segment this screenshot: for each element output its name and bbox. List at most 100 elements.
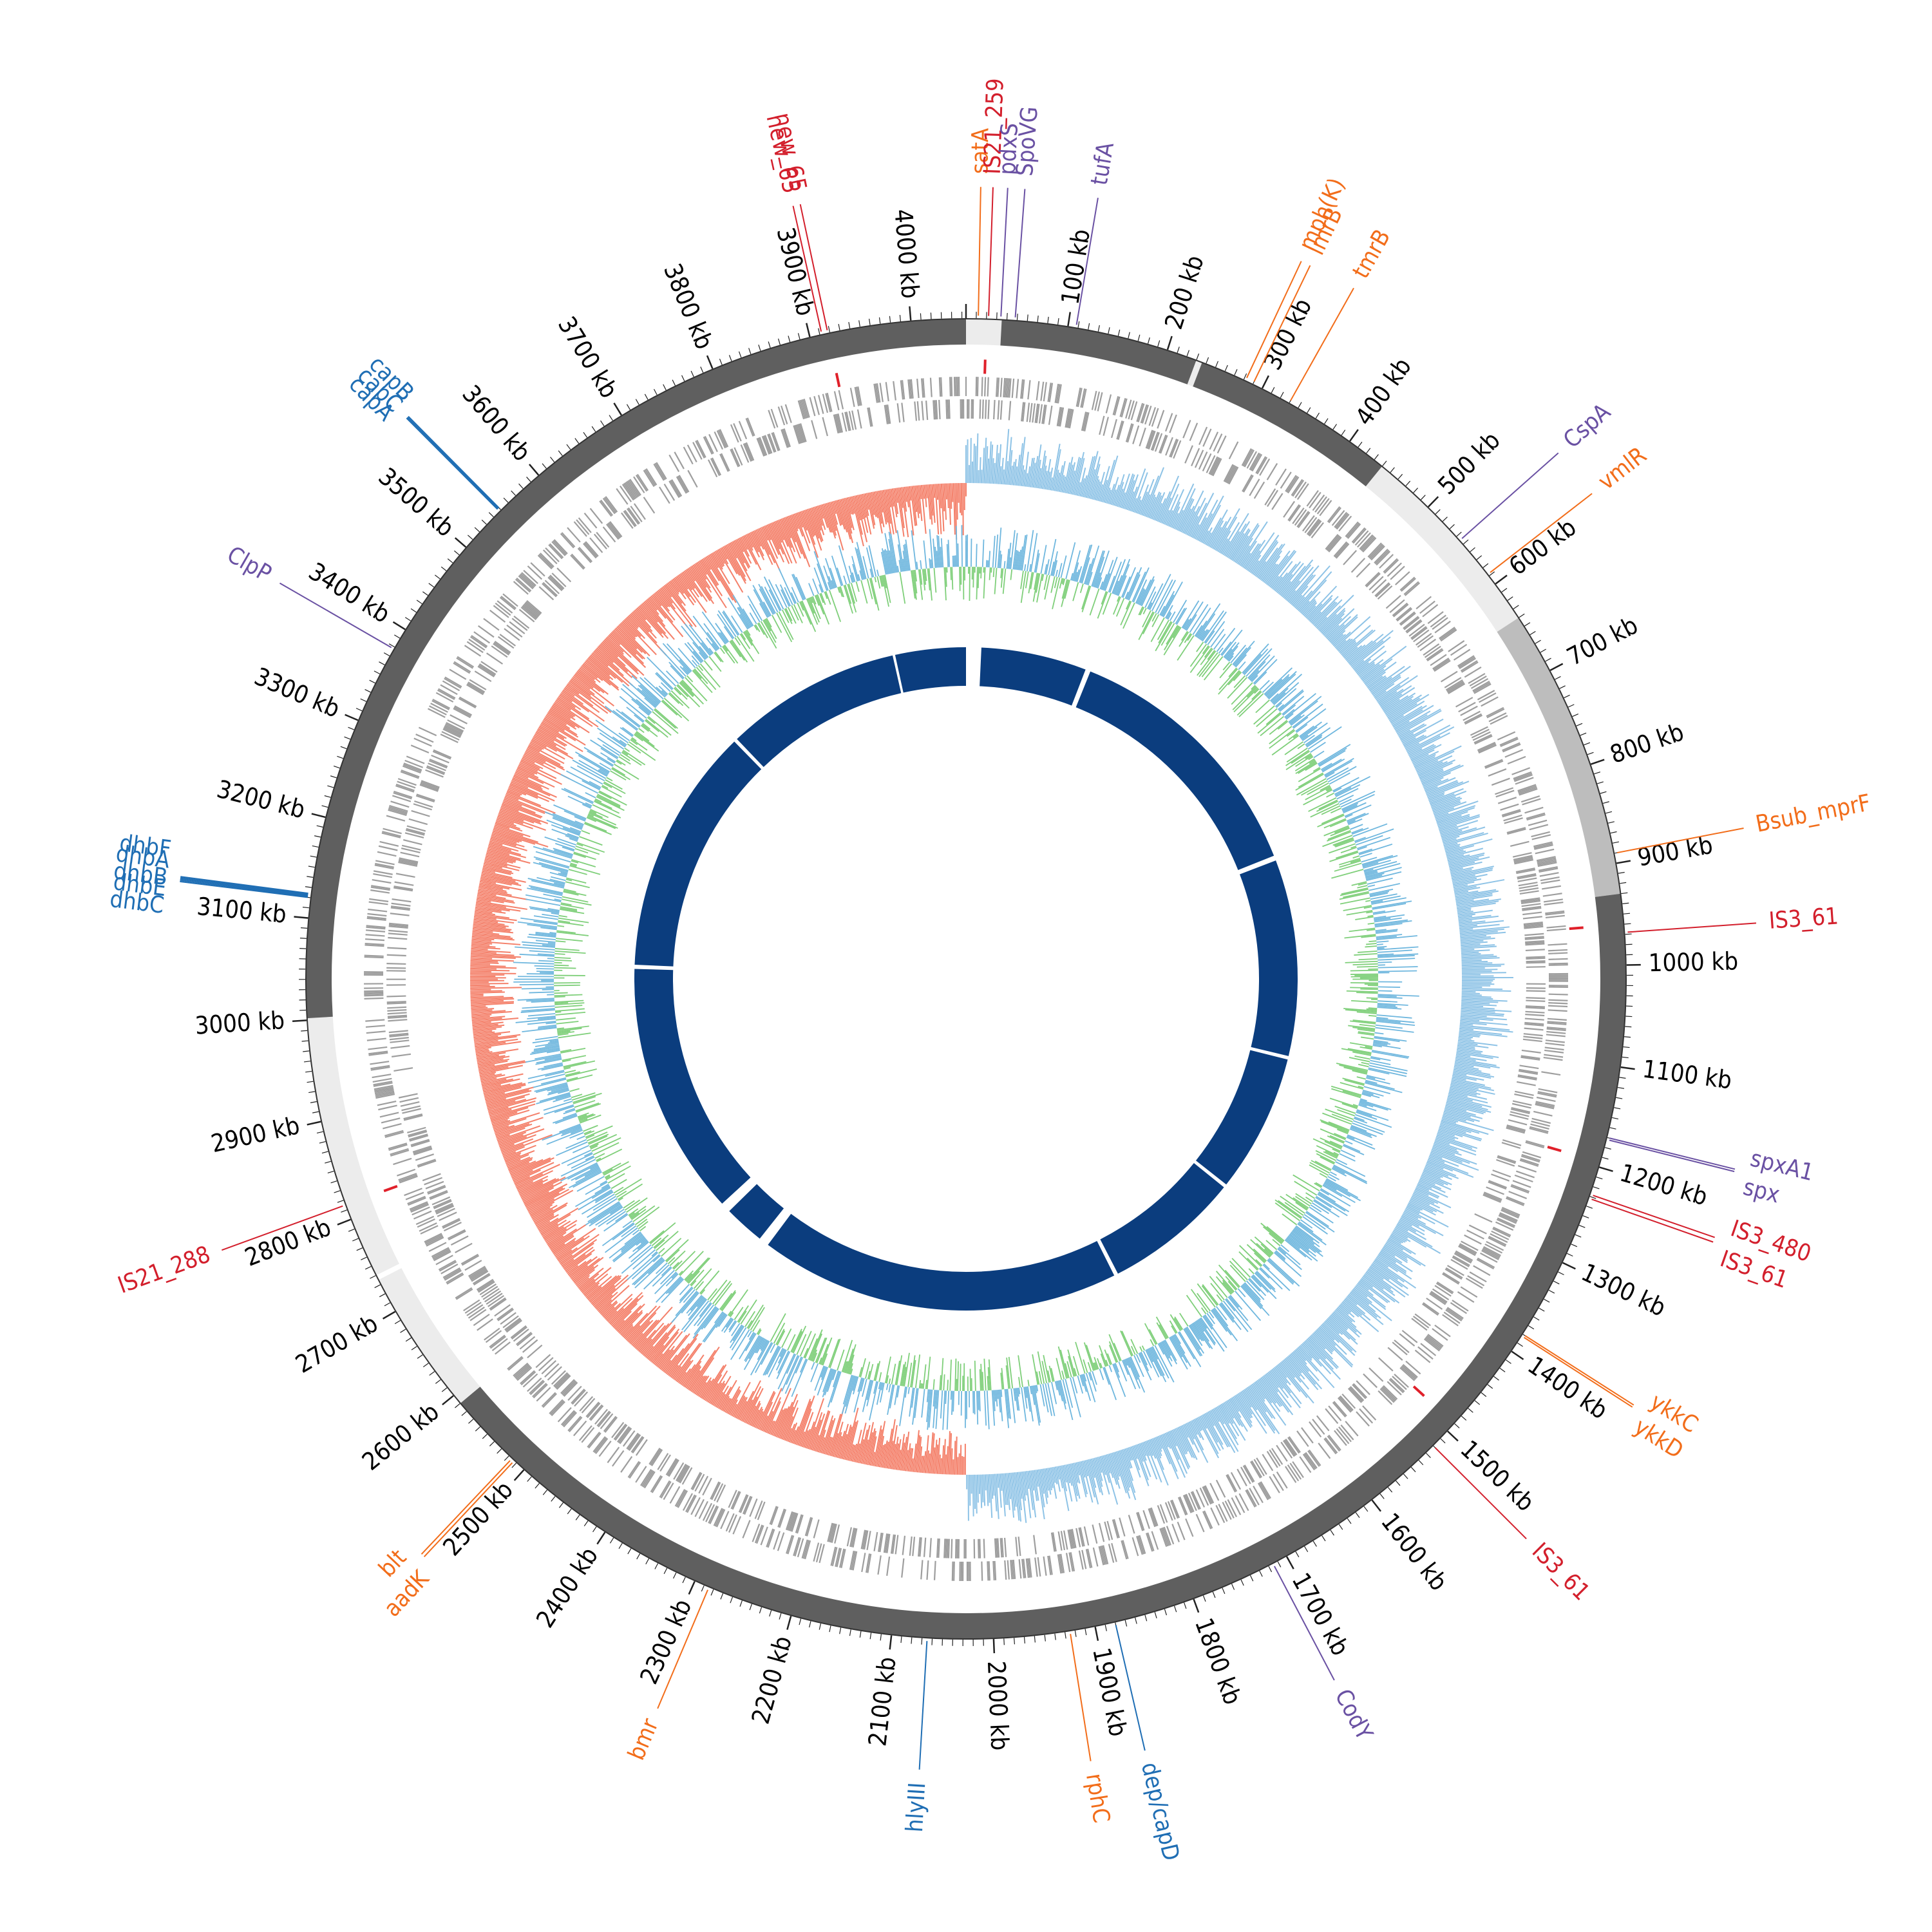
cds-feature	[650, 1448, 662, 1466]
cds-feature	[1460, 1286, 1478, 1298]
cds-feature	[1308, 1449, 1321, 1466]
cds-feature	[386, 1001, 406, 1003]
gc-skew-bar	[1264, 550, 1291, 584]
gc-skew-bar	[1432, 1147, 1477, 1165]
gc-content-bar	[1352, 1104, 1359, 1107]
gc-skew-bar	[620, 623, 636, 640]
tick-label: 3900 kb	[771, 225, 820, 319]
cds-feature	[1378, 1357, 1394, 1372]
gc-skew-bar	[562, 1258, 574, 1268]
gc-skew-bar	[1336, 1307, 1353, 1323]
gc-skew-bar	[1309, 1335, 1334, 1360]
cds-feature	[1209, 1482, 1220, 1501]
gc-skew-bar	[886, 489, 895, 535]
minor-tick	[849, 1629, 851, 1636]
gc-content-bar	[1320, 1188, 1351, 1207]
cds-feature	[1403, 617, 1420, 630]
gc-skew-bar	[732, 541, 745, 564]
cds-feature	[397, 781, 416, 789]
cds-feature	[401, 848, 421, 853]
gc-skew-bar	[1430, 790, 1467, 806]
gc-skew-bar	[1378, 1254, 1406, 1274]
cds-feature	[1347, 523, 1361, 539]
gc-content-bar	[1222, 1300, 1249, 1332]
cds-feature	[628, 1434, 641, 1451]
gc-skew-bar	[1044, 1468, 1049, 1491]
cds-feature	[1325, 1437, 1338, 1454]
gc-skew-bar	[716, 1394, 726, 1408]
cds-feature	[653, 463, 665, 481]
gc-skew-bar	[1312, 1332, 1333, 1353]
gc-content-bar	[1374, 1037, 1400, 1043]
minor-tick	[583, 1520, 589, 1527]
cds-feature	[740, 444, 750, 463]
gc-skew-bar	[500, 1138, 534, 1151]
cds-feature	[1257, 1482, 1269, 1501]
gc-skew-bar	[477, 1056, 510, 1063]
gc-skew-bar	[602, 640, 639, 675]
gc-content-bar	[1174, 1316, 1184, 1330]
gc-content-bar	[1317, 815, 1345, 828]
cds-feature	[495, 602, 511, 616]
gc-skew-bar	[702, 1365, 724, 1400]
gc-skew-bar	[694, 564, 711, 589]
gc-content-bar	[1210, 629, 1225, 648]
gc-skew-bar	[539, 725, 583, 752]
cds-feature	[387, 1009, 407, 1012]
gc-skew-bar	[1452, 875, 1475, 881]
minor-tick	[592, 1526, 597, 1533]
gc-skew-bar	[574, 1264, 599, 1284]
gc-skew-bar	[1331, 1313, 1349, 1330]
tick-label: 2500 kb	[437, 1475, 518, 1561]
tick-label: 3200 kb	[214, 775, 308, 824]
gc-skew-bar	[1198, 495, 1224, 542]
cds-feature	[469, 1268, 488, 1280]
gc-content-bar	[1150, 617, 1165, 642]
cds-feature	[519, 1336, 536, 1350]
cds-feature	[520, 1371, 536, 1386]
gc-content-bar	[1342, 1077, 1365, 1085]
gc-skew-bar	[927, 1453, 931, 1473]
cds-feature	[611, 1450, 625, 1467]
gc-content-bar	[1292, 703, 1323, 728]
gc-skew-bar	[565, 685, 594, 707]
gc-skew-bar	[1254, 1381, 1287, 1426]
cds-feature	[1211, 457, 1221, 476]
cds-feature	[663, 1482, 674, 1501]
cds-feature	[480, 661, 498, 673]
gc-content-bar	[1218, 1264, 1240, 1289]
gc-content-bar	[1089, 588, 1100, 616]
gc-skew-bar	[951, 1448, 953, 1475]
gc-skew-bar	[1461, 951, 1479, 954]
gc-skew-bar	[1220, 1403, 1234, 1425]
gc-content-bar	[1331, 869, 1364, 879]
gc-skew-bar	[701, 1378, 715, 1399]
gc-skew-bar	[654, 1331, 683, 1366]
gc-skew-bar	[1374, 1259, 1417, 1289]
cds-feature	[390, 800, 410, 808]
gc-content-bar	[1175, 608, 1186, 625]
gc-content-bar	[1250, 1239, 1271, 1258]
gc-skew-bar	[1416, 1186, 1440, 1198]
cds-feature	[576, 519, 590, 535]
minor-tick	[700, 366, 704, 373]
cds-feature	[567, 527, 581, 543]
cds-feature	[620, 1455, 633, 1473]
gc-skew-bar	[781, 518, 796, 553]
cds-feature	[364, 991, 384, 994]
gc-skew-bar	[1399, 724, 1427, 740]
cds-feature	[929, 377, 933, 397]
gc-skew-bar	[1426, 1163, 1457, 1177]
minor-tick	[1137, 334, 1141, 341]
cds-feature	[499, 634, 516, 647]
gc-skew-bar	[1189, 1421, 1198, 1435]
cds-feature	[1545, 1042, 1565, 1046]
minor-tick	[355, 708, 363, 712]
gc-skew-bar	[1045, 1468, 1052, 1495]
gc-skew-bar	[795, 513, 811, 551]
minor-tick	[1117, 329, 1121, 336]
gc-skew-bar	[750, 532, 765, 561]
gc-skew-bar	[1200, 1415, 1221, 1452]
gc-content-bar	[1363, 906, 1372, 909]
cds-feature	[1125, 399, 1132, 419]
